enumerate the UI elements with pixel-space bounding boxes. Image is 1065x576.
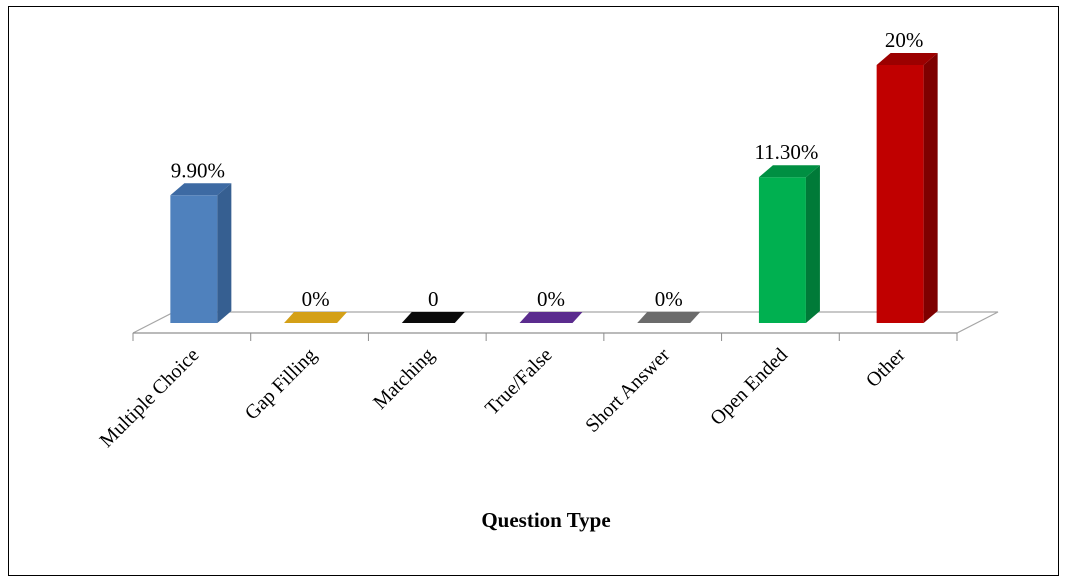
bar-side [923,53,938,323]
category-label: Open Ended [706,344,792,430]
bar-flat [637,312,701,323]
data-label: 11.30% [754,140,818,164]
bar-top [758,165,820,178]
category-label: Other [862,344,910,392]
bar-flat [519,312,583,323]
data-label: 20% [885,28,924,52]
bar-side [805,165,820,323]
x-axis-title: Question Type [481,508,610,532]
bar-front [170,195,218,323]
category-label: Gap Filling [241,344,321,424]
bar-side [217,183,232,323]
category-axis: Multiple Choice Gap Filling Matching True/F… [96,332,958,452]
data-label: 9.90% [171,158,225,182]
bar-flat [401,312,465,323]
data-label: 0% [655,287,683,311]
category-label: Short Answer [581,344,674,437]
bar-multiple-choice [170,183,232,323]
bar-matching [401,312,465,323]
category-label: Multiple Choice [96,344,204,452]
data-label: 0% [537,287,565,311]
bar-top [876,53,938,65]
bar-front [876,65,924,323]
bar-other [876,53,938,323]
bar-open-ended [758,165,820,323]
bar-top [170,183,232,196]
bars [170,53,938,323]
data-label: 0 [428,287,439,311]
category-label: Matching [369,344,439,414]
bar-true-false [519,312,583,323]
bar-gap-filling [284,312,348,323]
bar-short-answer [637,312,701,323]
category-label: True/False [481,344,557,420]
bar-flat [284,312,348,323]
bar-front [758,177,806,323]
data-label: 0% [302,287,330,311]
data-labels: 9.90% 0% 0 0% 0% 11.30% 20% [171,28,924,311]
